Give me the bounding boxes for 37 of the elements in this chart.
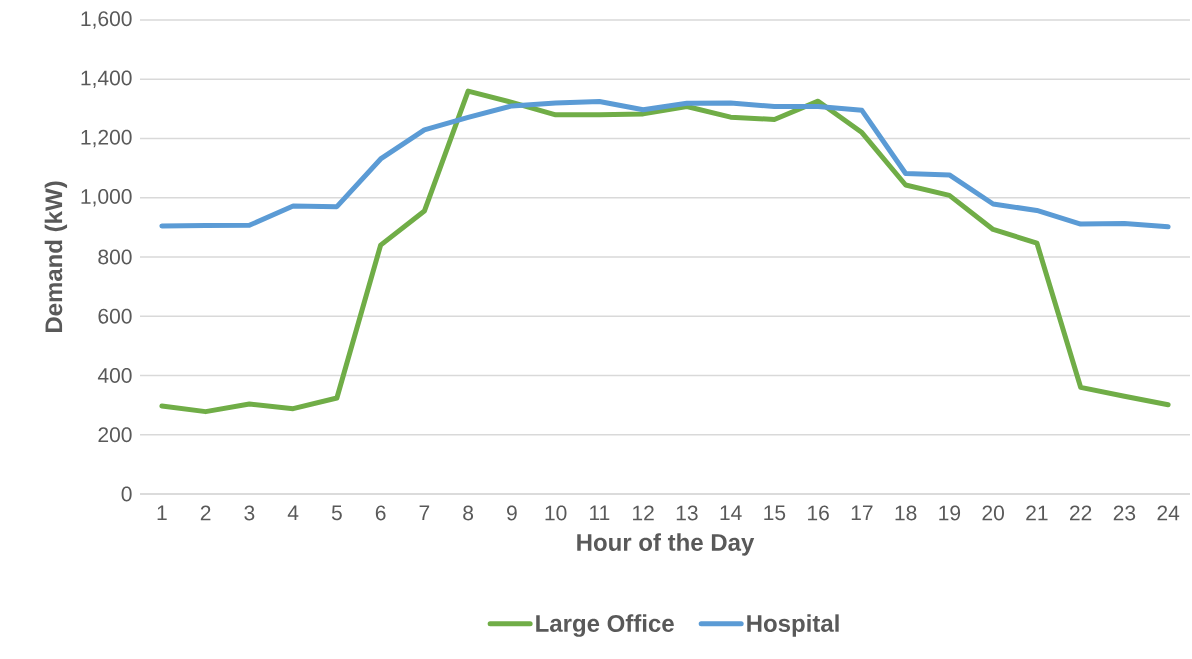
y-tick-label: 400 — [97, 368, 132, 383]
x-tick-label: 7 — [419, 505, 430, 520]
y-tick-label: 200 — [98, 427, 132, 443]
x-tick-label: 19 — [939, 505, 961, 521]
legend-label: Hospital — [747, 614, 839, 637]
x-tick-label: 12 — [633, 505, 654, 521]
y-tick-label: 1,000 — [81, 189, 132, 207]
y-tick-label: 600 — [98, 308, 132, 324]
y-axis-title: Demand (kW) — [44, 181, 68, 333]
y-tick-label: 1,400 — [81, 70, 132, 88]
x-tick-label: 14 — [720, 505, 742, 520]
x-tick-label: 3 — [244, 505, 255, 521]
x-tick-label: 23 — [1113, 505, 1136, 521]
x-tick-label: 15 — [764, 505, 786, 521]
y-tick-label: 800 — [98, 249, 132, 265]
x-tick-label: 6 — [375, 505, 386, 521]
x-axis-title: Hour of the Day — [577, 533, 755, 556]
x-tick-label: 10 — [545, 505, 567, 521]
x-tick-label: 16 — [808, 505, 829, 521]
x-tick-label: 5 — [331, 505, 342, 521]
x-tick-label: 9 — [507, 505, 517, 521]
x-tick-label: 11 — [590, 505, 610, 520]
legend-label: Large Office — [536, 614, 674, 637]
x-tick-label: 18 — [895, 505, 917, 521]
y-tick-label: 1,600 — [81, 11, 132, 29]
x-tick-label: 1 — [157, 505, 167, 520]
y-tick-label: 0 — [121, 486, 132, 502]
x-tick-label: 13 — [676, 505, 698, 521]
x-tick-label: 22 — [1070, 505, 1092, 521]
x-tick-label: 17 — [851, 505, 873, 520]
x-tick-label: 4 — [287, 505, 299, 520]
x-tick-label: 8 — [463, 505, 474, 521]
x-tick-label: 24 — [1157, 505, 1180, 521]
x-tick-label: 2 — [200, 505, 211, 521]
y-tick-label: 1,200 — [81, 129, 132, 148]
x-tick-label: 20 — [982, 505, 1004, 521]
x-tick-label: 21 — [1026, 505, 1048, 521]
